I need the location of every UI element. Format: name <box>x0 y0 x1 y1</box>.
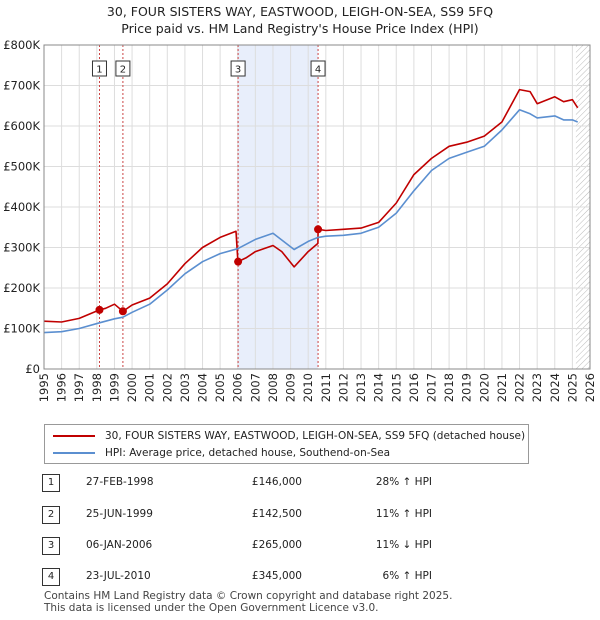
y-tick-label: £0 <box>25 362 40 376</box>
legend: 30, FOUR SISTERS WAY, EASTWOOD, LEIGH-ON… <box>44 424 529 464</box>
x-tick-label: 2015 <box>389 373 403 402</box>
legend-item-property: 30, FOUR SISTERS WAY, EASTWOOD, LEIGH-ON… <box>53 428 525 444</box>
footer-licence: This data is licensed under the Open Gov… <box>44 602 379 614</box>
x-tick-label: 2014 <box>372 373 386 402</box>
sale-point <box>95 305 104 314</box>
event-label-box <box>230 60 246 77</box>
y-tick-label: £500K <box>3 160 40 174</box>
x-tick-label: 2001 <box>143 373 157 402</box>
event-label: 3 <box>235 65 241 76</box>
x-tick-label: 2012 <box>336 373 350 402</box>
transaction-price: £265,000 <box>251 539 302 551</box>
x-tick-label: 1999 <box>107 373 121 402</box>
x-tick-label: 2016 <box>407 373 421 402</box>
chart-subtitle: Price paid vs. HM Land Registry's House … <box>121 21 479 36</box>
transaction-hpi: 11% ↑ HPI <box>375 508 432 520</box>
y-tick-label: £800K <box>3 38 40 52</box>
price-chart: 1 2 3 4 £0 £100K £200K £300K £400K £500K £600K £70… <box>3 38 597 402</box>
plot-frame <box>43 44 591 370</box>
sale-point <box>314 225 323 234</box>
x-tick-label: 2025 <box>565 373 579 402</box>
event-label-box <box>91 60 107 77</box>
sale-point <box>234 257 243 266</box>
y-tick-label: £100K <box>3 322 40 336</box>
event-label: 1 <box>96 65 102 76</box>
transaction-date: 27-FEB-1998 <box>86 476 154 488</box>
table-row: 3 06-JAN-2006 £265,000 11% ↓ HPI <box>42 537 462 555</box>
transaction-number: 1 <box>42 474 60 492</box>
legend-item-hpi: HPI: Average price, detached house, Sout… <box>53 445 390 461</box>
x-tick-label: 2006 <box>231 373 245 402</box>
x-tick-label: 2008 <box>266 373 280 402</box>
x-tick-label: 2003 <box>178 373 192 402</box>
transaction-date: 25-JUN-1999 <box>86 508 153 520</box>
table-row: 2 25-JUN-1999 £142,500 11% ↑ HPI <box>42 506 462 524</box>
x-tick-label: 2024 <box>548 373 562 402</box>
transaction-price: £146,000 <box>251 476 302 488</box>
x-tick-label: 2002 <box>160 373 174 402</box>
legend-label-property: 30, FOUR SISTERS WAY, EASTWOOD, LEIGH-ON… <box>105 430 526 442</box>
x-tick-label: 1996 <box>55 373 69 402</box>
x-tick-label: 1995 <box>37 373 51 402</box>
x-tick-label: 2023 <box>530 373 544 402</box>
y-tick-label: £700K <box>3 79 40 93</box>
x-tick-label: 2004 <box>196 373 210 402</box>
footer: Contains HM Land Registry data © Crown c… <box>44 590 452 614</box>
x-tick-label: 2021 <box>495 373 509 402</box>
event-label-box <box>310 60 326 77</box>
y-tick-label: £200K <box>3 281 40 295</box>
transaction-price: £142,500 <box>251 508 302 520</box>
x-tick-label: 2013 <box>354 373 368 402</box>
transaction-number: 4 <box>42 568 60 586</box>
transaction-number: 2 <box>42 506 60 524</box>
x-tick-label: 2011 <box>319 373 333 402</box>
y-tick-label: £300K <box>3 241 40 255</box>
legend-label-hpi: HPI: Average price, detached house, Sout… <box>105 447 391 459</box>
x-tick-label: 2005 <box>213 373 227 402</box>
chart-title: 30, FOUR SISTERS WAY, EASTWOOD, LEIGH-ON… <box>106 4 494 19</box>
transaction-hpi: 11% ↓ HPI <box>375 539 432 551</box>
event-label-box <box>115 60 131 77</box>
x-tick-label: 2010 <box>301 373 315 402</box>
x-tick-label: 2000 <box>125 373 139 402</box>
transaction-hpi: 6% ↑ HPI <box>382 570 432 582</box>
table-row: 1 27-FEB-1998 £146,000 28% ↑ HPI <box>42 474 462 492</box>
x-tick-label: 1998 <box>90 373 104 402</box>
transaction-date: 06-JAN-2006 <box>86 539 153 551</box>
transaction-price: £345,000 <box>251 570 302 582</box>
series-line-property <box>43 88 579 323</box>
x-tick-label: 1997 <box>72 373 86 402</box>
y-tick-label: £400K <box>3 200 40 214</box>
legend-swatch-hpi <box>53 452 95 454</box>
footer-copyright: Contains HM Land Registry data © Crown c… <box>44 590 453 602</box>
x-tick-label: 2026 <box>583 373 597 402</box>
x-tick-label: 2019 <box>460 373 474 402</box>
legend-swatch-property <box>53 435 95 437</box>
event-label: 2 <box>120 65 126 76</box>
transaction-date: 23-JUL-2010 <box>86 570 151 582</box>
transaction-number: 3 <box>42 537 60 555</box>
x-tick-label: 2009 <box>284 373 298 402</box>
x-tick-label: 2007 <box>248 373 262 402</box>
x-tick-label: 2018 <box>442 373 456 402</box>
transaction-hpi: 28% ↑ HPI <box>375 476 432 488</box>
table-row: 4 23-JUL-2010 £345,000 6% ↑ HPI <box>42 568 462 586</box>
event-label: 4 <box>315 65 321 76</box>
x-tick-label: 2020 <box>477 373 491 402</box>
x-tick-label: 2017 <box>424 373 438 402</box>
series-line-hpi <box>43 109 578 334</box>
sale-point <box>118 307 127 316</box>
y-tick-label: £600K <box>3 119 40 133</box>
x-tick-label: 2022 <box>513 373 527 402</box>
